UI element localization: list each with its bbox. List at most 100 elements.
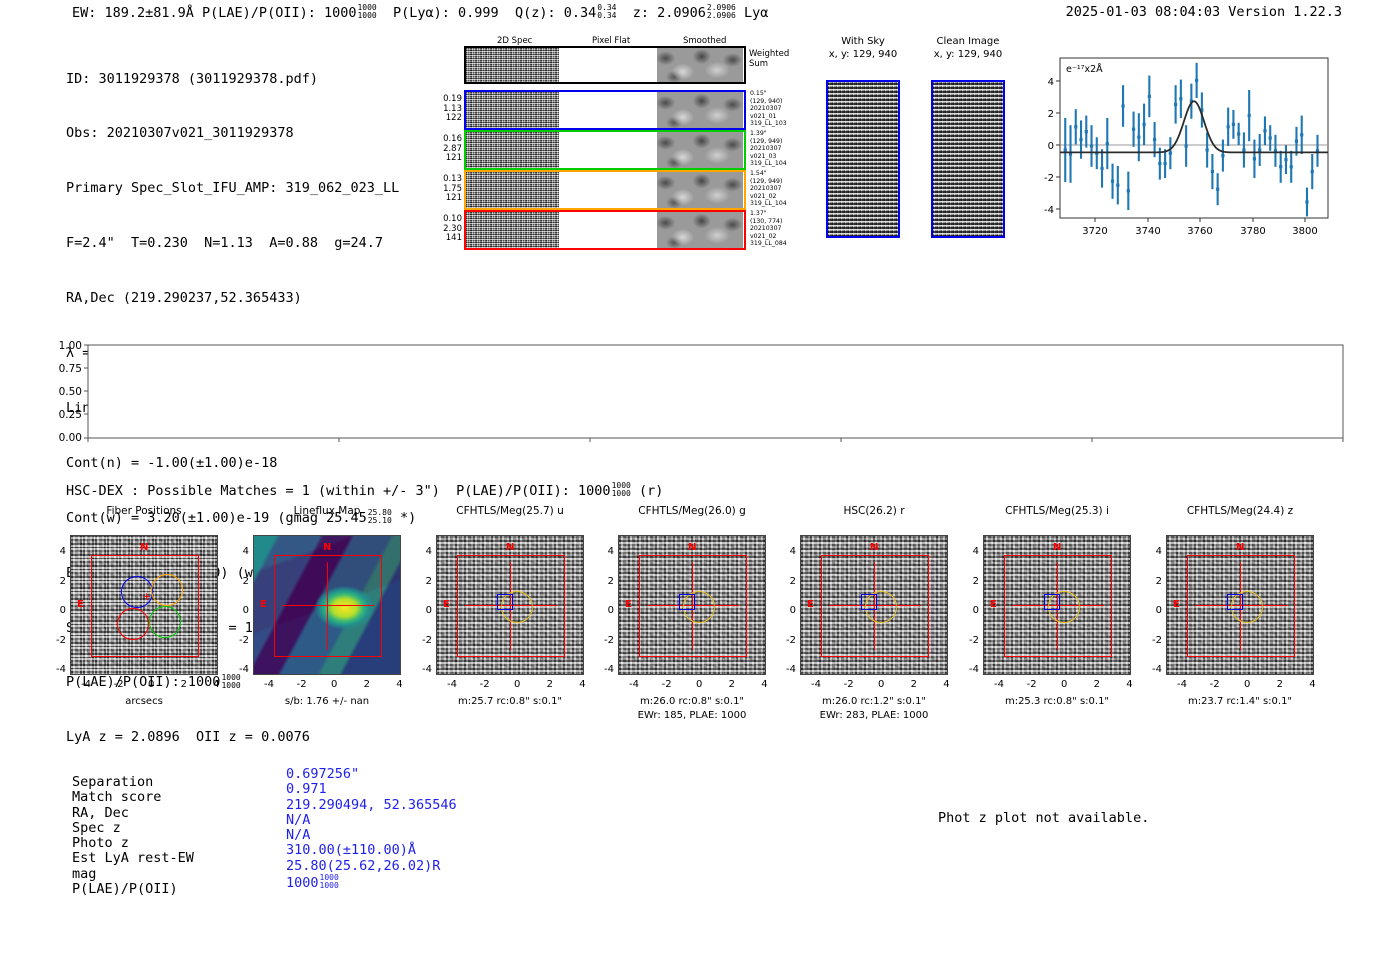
- svg-text:-4: -4: [1044, 205, 1054, 216]
- fiber-ring-2: [117, 608, 149, 640]
- cutout-xtick: 2: [1093, 679, 1100, 690]
- cutout-ytick: -4: [1152, 664, 1162, 675]
- catalog-source-box: [497, 594, 513, 610]
- compass-east-label: E: [1173, 599, 1180, 610]
- cutout-ytick: -2: [422, 634, 432, 646]
- aperture-box: [639, 555, 747, 657]
- cutout-xtick: -4: [264, 679, 274, 690]
- weighted-sum-smoothed: [657, 48, 743, 82]
- clean-image-coords: x, y: 129, 940: [933, 48, 1003, 60]
- cutout-ytick: -4: [604, 664, 614, 675]
- cutout-ytick: 2: [789, 575, 796, 587]
- svg-text:1.00: 1.00: [59, 340, 82, 352]
- spec-row-weighted-sum: [464, 46, 746, 84]
- compass-east-label: E: [625, 599, 632, 610]
- cutout-caption-primary: arcsecs: [125, 696, 163, 707]
- spec-row-2-left-labels: 0.16 2.87 121: [443, 134, 462, 164]
- spec-row-1-2dspec: [466, 92, 559, 128]
- cutout-image-0[interactable]: N E +: [70, 535, 218, 675]
- cutout-ytick: 2: [972, 575, 979, 587]
- svg-text:0.00: 0.00: [59, 432, 82, 444]
- cutout-ytick: 2: [242, 575, 249, 587]
- match-circle: [501, 591, 533, 623]
- cutout-caption-secondary: EWr: 185, PLAE: 1000: [637, 710, 747, 721]
- cutout-xtick: -4: [447, 679, 457, 690]
- spec-row-1: [464, 90, 746, 130]
- info-plae-fraction: 1000 1000: [221, 672, 241, 690]
- cutout-ytick: 4: [59, 546, 66, 557]
- spec-row-4-smoothed: [657, 212, 743, 248]
- hscdex-plae-fraction: 1000 1000: [611, 481, 631, 498]
- with-sky-coords: x, y: 129, 940: [828, 48, 898, 60]
- cutout-xtick: 2: [546, 679, 553, 690]
- target-cross: +: [142, 590, 152, 603]
- match-table-values: 0.697256" 0.971 219.290494, 52.365546 N/A N/…: [286, 766, 457, 891]
- clean-image-image: [931, 80, 1005, 238]
- spec-row-4-left-labels: 0.10 2.30 141: [443, 214, 462, 244]
- cutout-xtick: -2: [296, 679, 307, 690]
- cutout-xtick: 4: [943, 679, 950, 690]
- spec-row-3-meta: 1.54" (129, 949) 20210307 v021_02 319_LL…: [750, 170, 787, 208]
- header-plya: P(Lyα): 0.999: [393, 4, 499, 21]
- svg-text:-2: -2: [1044, 173, 1054, 184]
- cutout-ytick: 0: [972, 605, 979, 616]
- cutout-xtick: 4: [761, 679, 768, 690]
- compass-east-label: E: [807, 599, 814, 610]
- compass-east-label: E: [260, 599, 267, 610]
- cutout-ytick: -4: [239, 664, 249, 675]
- catalog-source-box: [861, 594, 877, 610]
- cutout-grid: Fiber Positions N E +4 2 0 -2 -4 -4 -2 0 2 4 arcsecs L…: [0, 505, 1400, 735]
- photz-plot-message: Phot z plot not available.: [938, 810, 1150, 826]
- weighted-sum-pixelflat: [559, 48, 657, 82]
- info-id: ID: 3011929378 (3011929378.pdf): [66, 70, 318, 87]
- compass-north-label: N: [323, 542, 332, 553]
- cutout-title-3: CFHTLS/Meg(26.0) g: [638, 505, 746, 517]
- cutout-xtick: -2: [661, 679, 672, 690]
- cutout-ytick: 0: [425, 605, 432, 616]
- header-qz: Q(z): 0.34: [514, 4, 597, 21]
- header-timestamp-version: 2025-01-03 08:04:03 Version 1.22.3: [1065, 4, 1342, 20]
- spec-row-3-left-labels: 0.13 1.75 121: [443, 174, 462, 204]
- empty-plot-svg: 1.00 0.75 0.50 0.25 0.00 0.0 0.2 0.4 0.6…: [59, 340, 1352, 459]
- cutout-title-5: CFHTLS/Meg(25.3) i: [1005, 505, 1109, 517]
- fiber-ring-3: [149, 606, 181, 638]
- cutout-xtick: 0: [1244, 679, 1251, 690]
- info-cont-w: Cont(w) = 3.20(±1.00)e-19 (gmag 25.45 25.…: [66, 507, 417, 526]
- compass-north-label: N: [1053, 542, 1062, 553]
- match-table-value: 219.290494, 52.365546: [286, 796, 457, 813]
- cutout-xtick: 2: [728, 679, 735, 690]
- info-radec: RA,Dec (219.290237,52.365433): [66, 290, 302, 307]
- cutout-caption-primary: m:25.3 rc:0.8" s:0.1": [1004, 696, 1110, 707]
- cutout-xtick: -2: [1209, 679, 1220, 690]
- cutout-ytick: -2: [604, 634, 614, 646]
- cutout-xtick: 2: [1276, 679, 1283, 690]
- cutout-xtick: 0: [696, 679, 703, 690]
- header-line-name: Lyα: [743, 4, 769, 21]
- spec-column-title-2d: 2D Spec: [497, 36, 533, 46]
- match-table-label: Est LyA rest-EW: [72, 850, 194, 867]
- compass-east-label: E: [990, 599, 997, 610]
- compass-north-label: N: [1236, 542, 1245, 553]
- spec-row-1-smoothed: [657, 92, 743, 128]
- catalog-source-box: [679, 594, 695, 610]
- match-table-value: 0.971: [286, 781, 327, 798]
- spectrum-plot: 4 2 0 -2 -4 3720 3740 3760 3780 3800 e⁻¹…: [1036, 54, 1332, 237]
- cutout-caption-primary: m:26.0 rc:1.2" s:0.1": [821, 696, 927, 707]
- spec-row-4-meta: 1.37" (130, 774) 20210307 v021_02 319_LL…: [750, 210, 787, 248]
- match-table-value: 310.00(±110.00)Å: [286, 842, 417, 859]
- svg-text:0.75: 0.75: [59, 363, 82, 375]
- cutout-xtick: 2: [910, 679, 917, 690]
- cutout-xtick: 0: [1061, 679, 1068, 690]
- header-ew-plae: EW: 189.2±81.9Å P(LAE)/P(OII): 1000: [72, 4, 357, 21]
- svg-text:2: 2: [1048, 109, 1054, 120]
- match-table-label: mag: [72, 865, 97, 882]
- cutout-xtick: -2: [113, 679, 124, 690]
- cutout-xtick: -4: [811, 679, 821, 690]
- cutout-ytick: -4: [969, 664, 979, 675]
